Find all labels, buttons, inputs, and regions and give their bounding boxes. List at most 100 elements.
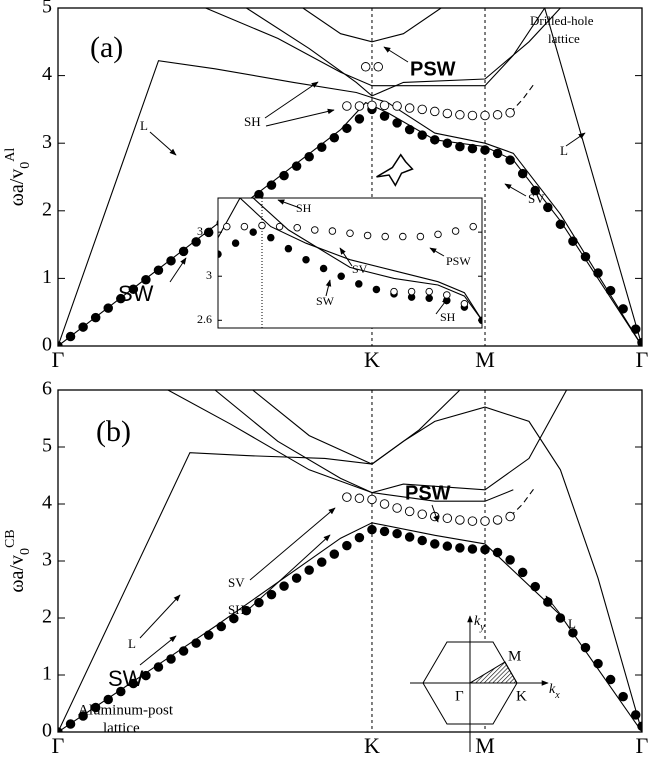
- filled-dot: [517, 567, 528, 578]
- annotation: PSW: [446, 254, 471, 268]
- open-dot: [363, 231, 372, 240]
- filled-dot: [568, 236, 578, 246]
- band-line: [544, 8, 642, 346]
- point-label: M: [508, 648, 521, 664]
- open-dot: [442, 513, 453, 524]
- open-dot: [399, 232, 407, 241]
- x-tick-label: Γ: [52, 733, 65, 758]
- filled-dot: [166, 256, 176, 266]
- filled-dot: [65, 331, 76, 342]
- filled-dot: [379, 111, 390, 121]
- filled-dot: [249, 228, 257, 236]
- filled-dot: [618, 304, 628, 314]
- filled-dot: [166, 654, 176, 664]
- open-dot: [460, 300, 469, 308]
- open-dot: [354, 493, 365, 504]
- filled-dot: [342, 123, 352, 134]
- band-line: [252, 390, 461, 465]
- filled-dot: [618, 691, 628, 702]
- filled-dot: [141, 275, 151, 285]
- filled-dot: [302, 255, 310, 264]
- open-dot: [417, 509, 427, 520]
- filled-dot: [153, 662, 164, 672]
- filled-dot: [291, 161, 302, 171]
- filled-dot: [580, 252, 591, 262]
- axis-label: ky: [474, 614, 485, 633]
- arrow: [431, 504, 439, 523]
- band-line: [252, 198, 482, 321]
- filled-dot: [354, 114, 365, 124]
- series-group: [58, 390, 642, 732]
- brillouin-zone: [410, 615, 549, 752]
- filled-dot: [304, 151, 314, 162]
- annotation: lattice: [103, 720, 140, 736]
- open-dot: [354, 101, 365, 111]
- open-dot: [430, 106, 440, 117]
- annotation: SW: [118, 281, 154, 306]
- annotation: L: [568, 616, 576, 631]
- filled-dot: [630, 324, 641, 334]
- arrow: [149, 131, 177, 156]
- filled-dot: [530, 581, 540, 592]
- filled-dot: [404, 124, 415, 135]
- annotation: SV: [228, 575, 245, 590]
- open-dot: [342, 101, 352, 111]
- filled-dot: [254, 597, 264, 608]
- filled-dot: [392, 118, 402, 128]
- open-dot: [342, 492, 352, 502]
- annotation: lattice: [548, 31, 580, 46]
- filled-dot: [530, 185, 540, 196]
- filled-dot: [568, 628, 578, 638]
- filled-dot: [116, 293, 126, 304]
- arrow: [169, 257, 187, 283]
- filled-dot: [78, 322, 88, 332]
- open-dot: [434, 230, 442, 239]
- band-line: [218, 198, 482, 321]
- x-tick-label: Γ: [636, 347, 649, 372]
- open-dot: [455, 110, 465, 120]
- open-dot: [442, 108, 453, 119]
- y-tick-label: 3: [42, 549, 52, 571]
- y-axis-label: ωa/v0CB: [3, 529, 33, 592]
- open-dot: [293, 223, 301, 232]
- filled-dot: [392, 528, 402, 539]
- filled-dot: [316, 557, 327, 567]
- filled-dot: [467, 143, 478, 154]
- filled-dot: [480, 544, 490, 555]
- filled-dot: [103, 694, 113, 705]
- y-tick-label: 6: [42, 378, 52, 400]
- annotation: L: [560, 143, 568, 158]
- filled-dot: [229, 613, 239, 624]
- filled-dot: [425, 294, 433, 303]
- series-group: [58, 8, 642, 346]
- filled-dot: [284, 244, 293, 253]
- arrow: [504, 183, 527, 197]
- filled-dot: [191, 237, 201, 247]
- filled-dot: [605, 285, 616, 296]
- open-dot: [480, 516, 490, 526]
- filled-dot: [279, 170, 289, 181]
- y-tick-label: 0: [42, 720, 52, 742]
- filled-dot: [178, 646, 189, 656]
- filled-dot: [178, 246, 189, 257]
- annotation: L: [128, 636, 136, 651]
- arrow: [435, 297, 449, 315]
- annotation: SH: [296, 201, 312, 215]
- open-dot: [425, 287, 433, 296]
- filled-dot: [593, 658, 603, 669]
- annotation: SH: [228, 602, 245, 617]
- filled-dot: [505, 555, 515, 565]
- x-tick-label: K: [364, 347, 380, 372]
- filled-dot: [505, 155, 515, 165]
- y-axis-label: ωa/v0Al: [3, 148, 33, 207]
- arrow: [264, 81, 319, 119]
- filled-dot: [455, 543, 465, 553]
- filled-dot: [329, 133, 340, 143]
- annotation: Drilled-hole: [530, 13, 594, 28]
- open-dot: [467, 110, 478, 121]
- x-tick-label: K: [364, 733, 380, 758]
- filled-dot: [103, 303, 113, 313]
- plot-frame: [57, 7, 643, 347]
- filled-dot: [203, 227, 214, 238]
